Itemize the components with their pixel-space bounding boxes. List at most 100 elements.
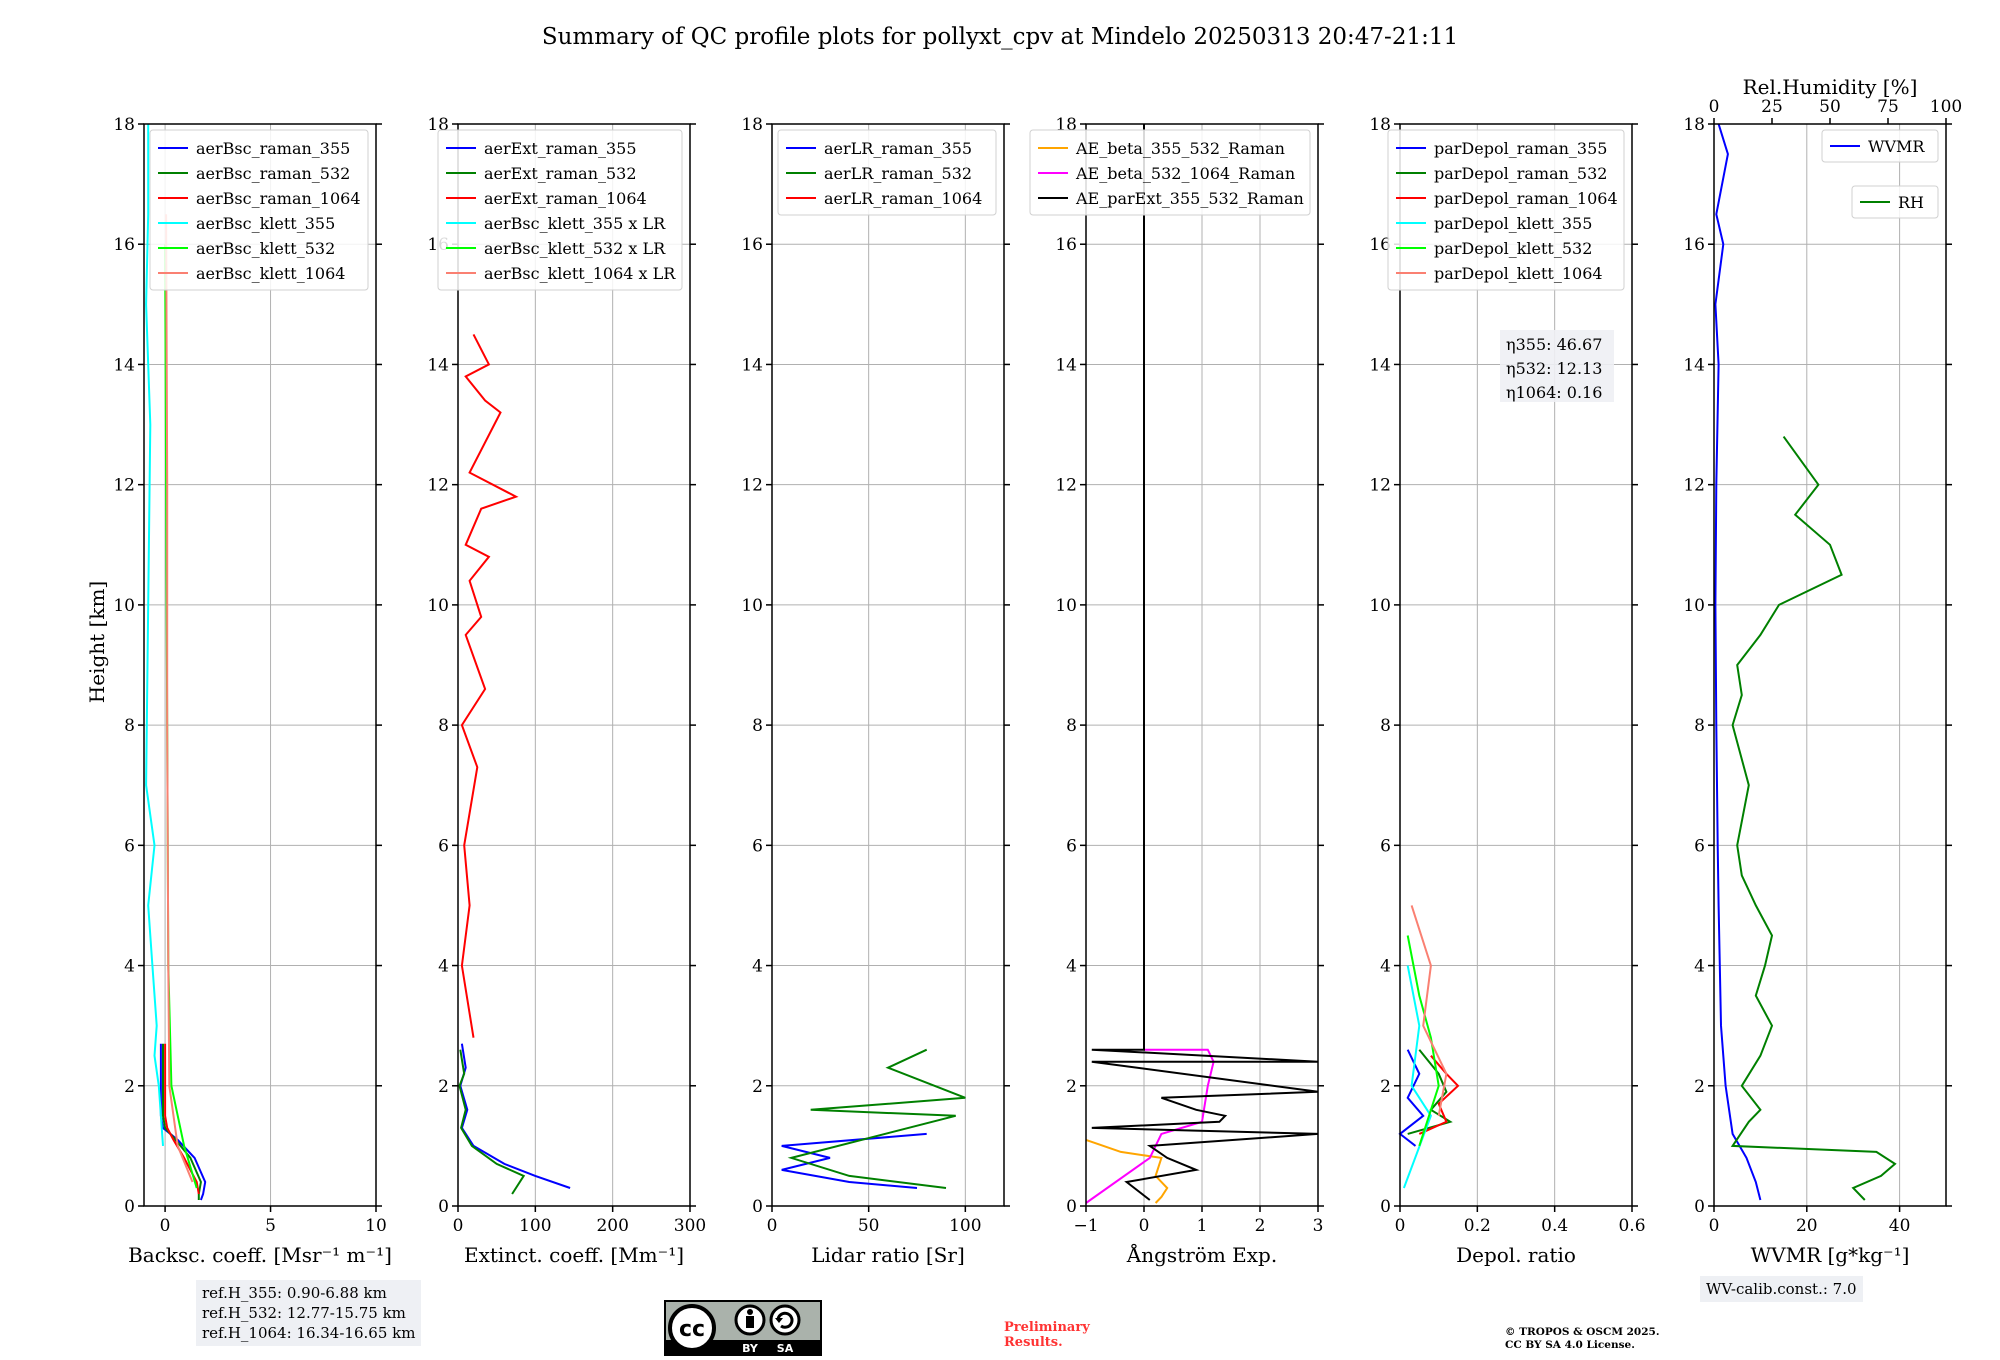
series-line-aerlr-raman-355	[781, 1132, 927, 1189]
eta-label: η532: 12.13	[1506, 359, 1602, 378]
by-label: BY	[742, 1342, 759, 1355]
x-tick-label: 0	[1709, 1216, 1720, 1236]
y-tick-label: 10	[741, 596, 763, 616]
series-line-ae-beta-532-1064-raman	[1085, 1048, 1215, 1204]
legend-label: aerLR_raman_1064	[824, 189, 982, 208]
series-group	[781, 1048, 966, 1189]
y-tick-label: 8	[124, 716, 135, 736]
axes-frame	[1713, 123, 1947, 1207]
x-axis-label: Depol. ratio	[1456, 1243, 1576, 1267]
figure-title: Summary of QC profile plots for pollyxt_…	[542, 24, 1458, 50]
y-tick-label: 2	[124, 1077, 135, 1097]
y-tick-label: 2	[438, 1077, 449, 1097]
x2-tick-label: 25	[1761, 97, 1783, 117]
copyright-note: © TROPOS & OSCM 2025. CC BY SA 4.0 Licen…	[1505, 1326, 1660, 1352]
y-tick-label: 0	[438, 1197, 449, 1217]
y-tick-label: 12	[427, 476, 449, 496]
y-tick-label: 2	[1380, 1077, 1391, 1097]
wv-calib-const: WV-calib.const.: 7.0	[1706, 1280, 1857, 1298]
copyright-line-2: CC BY SA 4.0 License.	[1505, 1339, 1635, 1351]
y-tick-label: 6	[1066, 836, 1077, 856]
series-line-rh	[1730, 436, 1897, 1201]
series-group	[1398, 905, 1460, 1189]
x-tick-label: 50	[858, 1216, 880, 1236]
y-tick-label: 18	[1369, 115, 1391, 135]
y-tick-label: 12	[1055, 476, 1077, 496]
y-tick-label: 8	[752, 716, 763, 736]
legend-label: aerBsc_klett_1064 x LR	[484, 264, 676, 283]
x-tick-label: 100	[519, 1216, 551, 1236]
x2-tick-label: 100	[1930, 97, 1962, 117]
legend: aerExt_raman_355 aerExt_raman_532 aerExt_r…	[437, 129, 683, 291]
y-tick-label: 2	[752, 1077, 763, 1097]
eta-annotations: η355: 46.67 η532: 12.13 η1064: 0.16	[1500, 330, 1614, 402]
legend-label: aerLR_raman_355	[824, 139, 972, 158]
y-tick-label: 4	[1694, 957, 1705, 977]
x2-tick-label: 75	[1877, 97, 1899, 117]
y-tick-label: 12	[113, 476, 135, 496]
legend-label: AE_beta_355_532_Raman	[1075, 139, 1285, 158]
x2-tick-label: 50	[1819, 97, 1841, 117]
eta-label: η355: 46.67	[1506, 335, 1602, 354]
y-tick-label: 10	[1369, 596, 1391, 616]
series-line-pardepol-klett-532	[1406, 935, 1440, 1147]
y-tick-label: 0	[752, 1197, 763, 1217]
x-axis-label: WVMR [g*kg⁻¹]	[1751, 1243, 1910, 1267]
reference-heights-box: ref.H_355: 0.90-6.88 km ref.H_532: 12.77…	[196, 1280, 422, 1346]
y-tick-label: 2	[1694, 1077, 1705, 1097]
panel-bsc: 0 2 4 6 8 10 12 14 16 18 0 5 10 Backsc. coeff. [Msr⁻¹…	[113, 115, 392, 1267]
series-line-aerlr-raman-532	[787, 1048, 966, 1189]
x-tick-label: 0.4	[1541, 1216, 1568, 1236]
legend-box	[149, 129, 369, 291]
y-tick-label: 6	[124, 836, 135, 856]
preliminary-line-1: Preliminary	[1004, 1320, 1090, 1335]
axes-frame	[771, 123, 1005, 1207]
legend-box	[1029, 129, 1311, 216]
y-tick-label: 16	[741, 235, 763, 255]
y-tick-label: 16	[1683, 235, 1705, 255]
legend-box	[1851, 185, 1939, 219]
y-tick-label: 18	[741, 115, 763, 135]
legend-label: aerBsc_raman_532	[196, 164, 350, 183]
x-tick-label: 100	[949, 1216, 981, 1236]
x-tick-label: 0	[453, 1216, 464, 1236]
legend-label: aerBsc_klett_532 x LR	[484, 239, 666, 258]
legend-label: aerExt_raman_355	[484, 139, 637, 158]
cc-label: cc	[679, 1317, 705, 1342]
panel-depol: 0 2 4 6 8 10 12 14 16 18 0 0.2 0.4 0.6 Depol. ratio par…	[1369, 115, 1645, 1267]
y-tick-label: 14	[1369, 355, 1391, 375]
legend: WVMR RH	[1821, 129, 1939, 219]
y-tick-label: 8	[1380, 716, 1391, 736]
axes-frame	[457, 123, 691, 1207]
x2-tick-label: 0	[1709, 97, 1720, 117]
eta-box	[1500, 330, 1614, 402]
axes-frame	[143, 123, 377, 1207]
y-tick-label: 18	[1683, 115, 1705, 135]
legend-label: aerLR_raman_532	[824, 164, 972, 183]
y-tick-label: 4	[438, 957, 449, 977]
y-tick-label: 0	[1066, 1197, 1077, 1217]
legend-label: parDepol_klett_532	[1434, 239, 1592, 258]
x-tick-label: 1	[1197, 1216, 1208, 1236]
y-tick-label: 12	[1683, 476, 1705, 496]
x2-axis-label: Rel.Humidity [%]	[1743, 75, 1918, 99]
legend-label: aerBsc_klett_1064	[196, 264, 345, 283]
y-tick-label: 2	[1066, 1077, 1077, 1097]
y-tick-label: 4	[752, 957, 763, 977]
y-tick-label: 10	[113, 596, 135, 616]
legend-label: RH	[1898, 193, 1924, 212]
copyright-line-1: © TROPOS & OSCM 2025.	[1505, 1326, 1660, 1338]
sa-label: SA	[777, 1342, 794, 1355]
y-tick-label: 14	[1683, 355, 1705, 375]
legend: AE_beta_355_532_Raman AE_beta_532_1064_Ra…	[1029, 129, 1311, 216]
legend-label: aerBsc_klett_355	[196, 214, 335, 233]
x-tick-label: 3	[1313, 1216, 1324, 1236]
series-line-pardepol-raman-355	[1398, 1049, 1425, 1147]
y-tick-label: 14	[741, 355, 763, 375]
y-tick-label: 12	[1369, 476, 1391, 496]
x-tick-label: 200	[596, 1216, 628, 1236]
y-tick-label: 4	[1066, 957, 1077, 977]
legend-label: parDepol_klett_1064	[1434, 264, 1603, 283]
preliminary-results-note: Preliminary Results.	[1004, 1320, 1090, 1350]
